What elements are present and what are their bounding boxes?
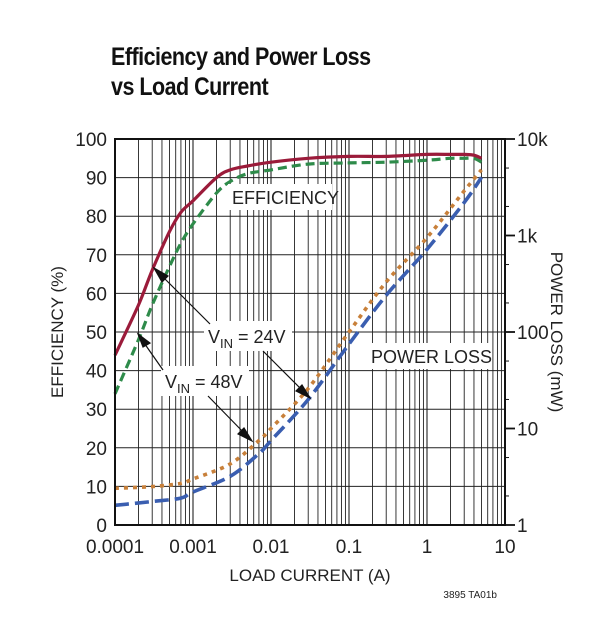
chart-title-line2: vs Load Current xyxy=(111,73,269,101)
y2-tick-label: 10k xyxy=(517,130,548,151)
vin24-label-bg xyxy=(204,321,292,351)
efficiency-vin-48v-curve xyxy=(113,156,483,395)
annotations: EFFICIENCY POWER LOSS VIN = 24V VIN = 48… xyxy=(136,184,492,443)
chart-title: Efficiency and Power Loss vs Load Curren… xyxy=(111,42,371,102)
y2-tick-label: 1 xyxy=(517,516,528,537)
y-tick-label: 70 xyxy=(86,246,107,267)
x-tick-label: 10 xyxy=(494,537,515,558)
y-tick-label: 0 xyxy=(96,516,107,537)
figure-code: 3895 TA01b xyxy=(443,590,497,601)
x-tick-label: 0.01 xyxy=(253,537,290,558)
y2-axis-title: POWER LOSS (mW) xyxy=(547,252,566,413)
y-tick-label: 10 xyxy=(86,477,107,498)
annotation-arrows xyxy=(136,266,312,443)
y2-tick-label: 10 xyxy=(517,420,538,441)
data-curves xyxy=(113,152,483,508)
arrow-vin24-loss xyxy=(262,350,306,394)
y-tick-label: 90 xyxy=(86,169,107,190)
x-axis-title: LOAD CURRENT (A) xyxy=(229,566,390,585)
y-tick-label: 60 xyxy=(86,284,107,305)
power-loss-label: POWER LOSS xyxy=(371,347,492,367)
x-tick-label: 0.0001 xyxy=(86,537,144,558)
efficiency-label: EFFICIENCY xyxy=(232,188,339,208)
x-tick-label: 0.1 xyxy=(336,537,362,558)
efficiency-vin-24v-curve xyxy=(113,152,483,356)
y-tick-label: 100 xyxy=(75,130,107,151)
arrowhead-icon xyxy=(236,427,254,443)
arrowhead-icon xyxy=(294,384,312,400)
y-axis-title: EFFICIENCY (%) xyxy=(48,266,67,398)
efficiency-label-bg xyxy=(228,184,332,210)
arrow-vin48-loss xyxy=(207,395,248,437)
y2-tick-label: 100 xyxy=(517,323,549,344)
power-loss-label-bg xyxy=(367,343,491,369)
vin48-label: VIN = 48V xyxy=(165,372,243,396)
y-tick-label: 80 xyxy=(86,207,107,228)
vin24-label: VIN = 24V xyxy=(208,327,286,351)
chart-title-line1: Efficiency and Power Loss xyxy=(111,43,371,71)
y-tick-label: 20 xyxy=(86,439,107,460)
y2-tick-label: 1k xyxy=(517,227,538,248)
power-loss-vin-48v-curve xyxy=(114,176,483,508)
arrowhead-icon xyxy=(152,266,169,283)
y-tick-label: 50 xyxy=(86,323,107,344)
x-tick-label: 1 xyxy=(422,537,433,558)
y-tick-label: 30 xyxy=(86,400,107,421)
arrow-vin24-eff xyxy=(158,272,211,325)
x-tick-label: 0.001 xyxy=(169,537,217,558)
power-loss-vin-24v-curve xyxy=(114,168,483,491)
vin48-label-bg xyxy=(161,366,249,396)
arrowhead-icon xyxy=(136,332,152,348)
y-tick-label: 40 xyxy=(86,362,107,383)
